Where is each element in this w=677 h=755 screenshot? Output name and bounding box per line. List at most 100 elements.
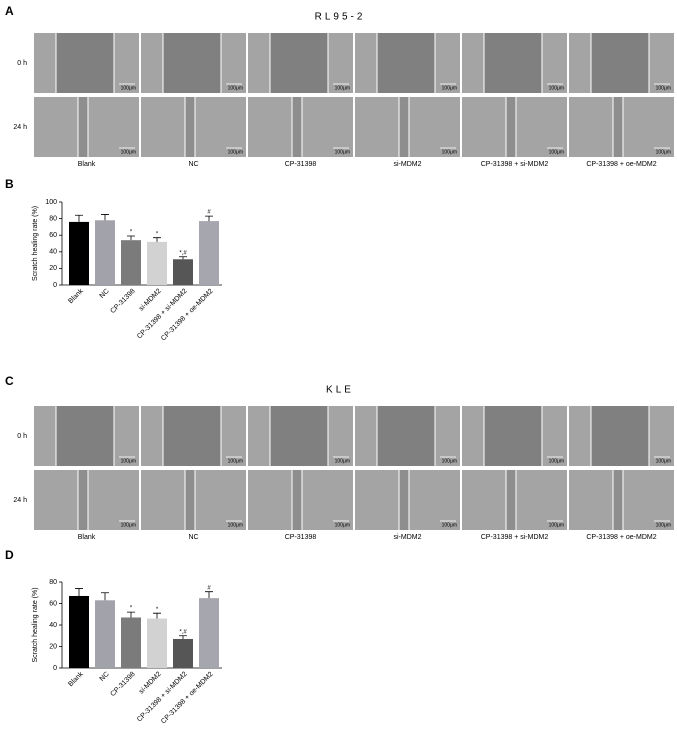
scratch-area	[484, 33, 542, 93]
scale-label: 100μm	[442, 149, 457, 155]
column-label: si-MDM2	[394, 161, 422, 168]
bar	[173, 638, 193, 668]
scale-label: 100μm	[228, 85, 243, 91]
bar	[69, 221, 89, 285]
x-tick-label: NC	[99, 288, 111, 300]
y-tick-label: 40	[49, 622, 57, 629]
x-tick-label: CP-31398	[109, 671, 136, 698]
panel-label: A	[5, 4, 14, 18]
scratch-area	[506, 97, 516, 157]
column-label: CP-31398	[285, 161, 317, 168]
scratch-area	[292, 470, 302, 530]
significance-mark: *	[156, 607, 159, 613]
bar	[173, 259, 193, 285]
bar	[121, 617, 141, 668]
error-bar	[205, 591, 213, 599]
scratch-area	[163, 406, 221, 466]
scale-label: 100μm	[656, 522, 671, 528]
scale-label: 100μm	[656, 85, 671, 91]
significance-mark: *	[156, 231, 159, 237]
x-tick-label: CP-31398 + oe-MDM2	[160, 288, 215, 343]
column-label: NC	[188, 161, 198, 168]
error-bar	[101, 592, 109, 601]
scratch-area	[185, 470, 195, 530]
bar	[199, 598, 219, 668]
bar	[95, 220, 115, 285]
error-bar	[153, 237, 161, 242]
scale-label: 100μm	[549, 149, 564, 155]
scratch-area	[591, 406, 649, 466]
error-bar	[101, 214, 109, 221]
column-label: Blank	[78, 534, 96, 541]
x-tick-label: Blank	[67, 287, 85, 305]
scratch-area	[399, 97, 409, 157]
scratch-area	[78, 470, 88, 530]
column-label: Blank	[78, 161, 96, 168]
y-tick-label: 80	[49, 215, 57, 222]
panel-label: D	[5, 548, 14, 562]
column-label: NC	[188, 534, 198, 541]
panel-label: B	[5, 177, 14, 191]
scale-label: 100μm	[442, 522, 457, 528]
x-tick-label: NC	[99, 671, 111, 683]
scale-label: 100μm	[442, 458, 457, 464]
scratch-area	[399, 470, 409, 530]
significance-mark: *	[130, 606, 133, 612]
bar	[95, 600, 115, 668]
column-label: CP-31398	[285, 534, 317, 541]
error-bar	[179, 635, 187, 639]
scale-label: 100μm	[121, 458, 136, 464]
column-label: CP-31398 + si-MDM2	[481, 534, 549, 541]
significance-mark: #	[207, 585, 211, 591]
y-tick-label: 0	[53, 282, 57, 289]
y-tick-label: 20	[49, 265, 57, 272]
scratch-area	[591, 33, 649, 93]
error-bar	[153, 612, 161, 619]
row-label: 24 h	[13, 124, 27, 131]
y-tick-label: 40	[49, 249, 57, 256]
y-tick-label: 0	[53, 665, 57, 672]
row-label: 0 h	[17, 433, 27, 440]
y-tick-label: 80	[49, 579, 57, 586]
scale-label: 100μm	[335, 522, 350, 528]
scratch-area	[270, 33, 328, 93]
scratch-area	[185, 97, 195, 157]
scale-label: 100μm	[121, 522, 136, 528]
bar	[147, 241, 167, 285]
y-tick-label: 60	[49, 600, 57, 607]
y-tick-label: 60	[49, 232, 57, 239]
x-tick-label: CP-31398 + si-MDM2	[136, 288, 189, 341]
scale-label: 100μm	[549, 458, 564, 464]
x-tick-label: CP-31398 + si-MDM2	[136, 671, 189, 724]
y-axis-label: Scratch healing rate (%)	[32, 206, 39, 281]
significance-mark: #	[207, 210, 211, 216]
column-label: CP-31398 + oe-MDM2	[586, 534, 656, 541]
panel-label: C	[5, 374, 14, 388]
x-tick-label: CP-31398	[109, 288, 136, 315]
scale-label: 100μm	[228, 458, 243, 464]
error-bar	[75, 588, 83, 596]
scratch-area	[484, 406, 542, 466]
x-tick-label: Blank	[67, 670, 85, 688]
error-bar	[205, 215, 213, 222]
scratch-area	[163, 33, 221, 93]
bar	[199, 221, 219, 285]
scratch-area	[292, 97, 302, 157]
row-label: 0 h	[17, 60, 27, 67]
scratch-area	[377, 406, 435, 466]
scale-label: 100μm	[549, 85, 564, 91]
panel-title: RL95-2	[315, 12, 366, 23]
panel-title: KLE	[326, 385, 354, 396]
scale-label: 100μm	[228, 522, 243, 528]
scratch-area	[506, 470, 516, 530]
x-tick-label: si-MDM2	[138, 671, 163, 696]
scale-label: 100μm	[442, 85, 457, 91]
bar	[147, 618, 167, 668]
scratch-area	[56, 406, 114, 466]
error-bar	[127, 235, 135, 241]
significance-mark: *,#	[179, 250, 187, 256]
y-axis-label: Scratch healing rate (%)	[32, 587, 39, 662]
significance-mark: *,#	[179, 629, 187, 635]
bar	[121, 240, 141, 285]
